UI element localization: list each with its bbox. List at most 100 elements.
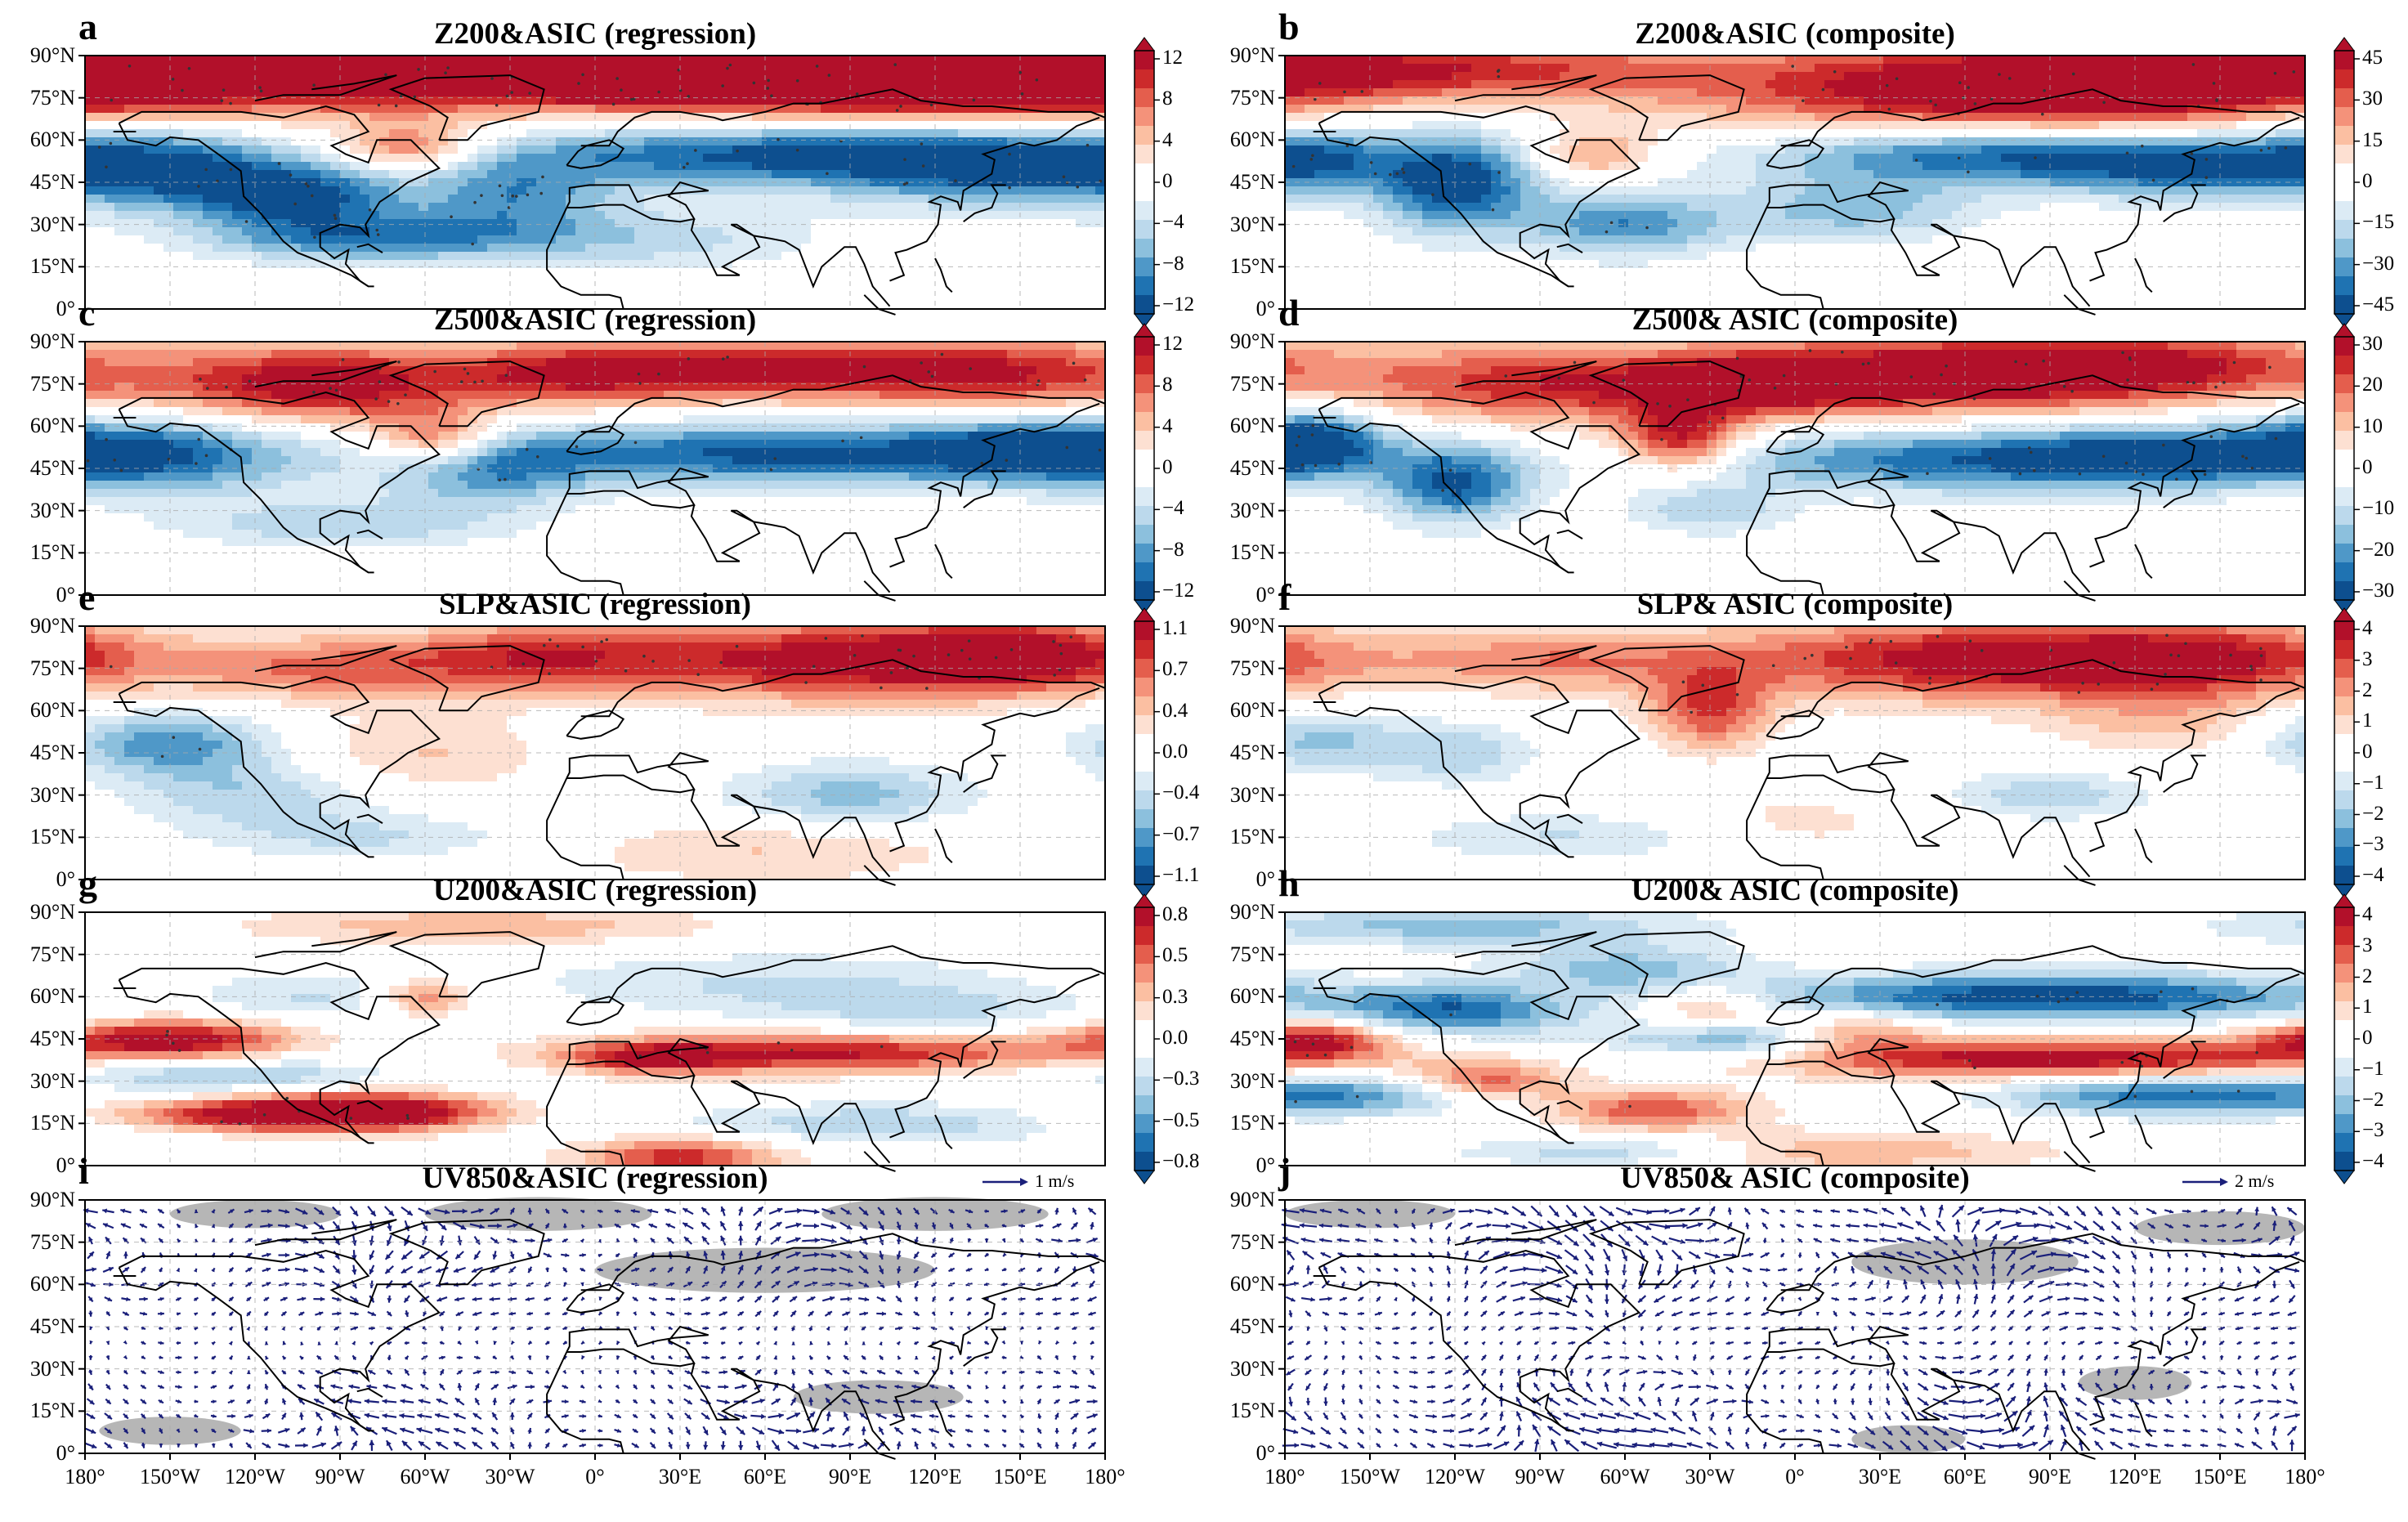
lon-label: 60°E (744, 1465, 786, 1489)
colorbar-tick-g: −0.3 (1162, 1068, 1199, 1090)
panel-title-g: U200&ASIC (regression) (85, 873, 1105, 908)
colorbar-tick-b: 30 (2362, 87, 2383, 110)
lat-label-i: 75°N (0, 1230, 75, 1255)
lon-label: 60°E (1944, 1465, 1986, 1489)
lat-label-f: 90°N (1197, 614, 1275, 638)
colorbar-tick-g: 0.0 (1162, 1027, 1188, 1050)
lat-label-g: 15°N (0, 1111, 75, 1135)
lat-label-h: 90°N (1197, 900, 1275, 924)
lat-label-i: 60°N (0, 1272, 75, 1296)
lat-label-d: 75°N (1197, 372, 1275, 396)
lon-label: 150°W (1340, 1465, 1400, 1489)
colorbar-tick-d: −20 (2362, 539, 2394, 562)
lon-label: 180° (1264, 1465, 1305, 1489)
panel-letter-a: a (78, 5, 97, 48)
panel-title-b: Z200&ASIC (composite) (1285, 16, 2305, 51)
lat-label-b: 90°N (1197, 43, 1275, 68)
panel-title-h: U200& ASIC (composite) (1285, 873, 2305, 908)
lon-label: 0° (585, 1465, 604, 1489)
colorbar-tick-f: 3 (2362, 648, 2373, 671)
lon-label: 30°E (1859, 1465, 1901, 1489)
colorbar-tick-a: 12 (1162, 47, 1183, 69)
lat-label-c: 60°N (0, 414, 75, 438)
lon-label: 150°E (993, 1465, 1046, 1489)
colorbar-tick-a: −4 (1162, 211, 1184, 234)
colorbar-tick-f: −3 (2362, 833, 2384, 856)
ref-vector-label-i: 1 m/s (1035, 1171, 1074, 1192)
colorbar-tick-g: 0.3 (1162, 986, 1188, 1009)
colorbar-tick-d: 30 (2362, 333, 2383, 356)
colorbar-tick-e: −0.7 (1162, 823, 1199, 846)
lat-label-c: 0° (0, 583, 75, 607)
colorbar-tick-h: 4 (2362, 903, 2373, 926)
lon-label: 60°W (401, 1465, 450, 1489)
colorbar-tick-b: −45 (2362, 293, 2394, 316)
panel-title-a: Z200&ASIC (regression) (85, 16, 1105, 51)
lat-label-g: 90°N (0, 900, 75, 924)
colorbar-tick-d: −10 (2362, 497, 2394, 520)
lat-label-h: 0° (1197, 1153, 1275, 1178)
lat-label-j: 45°N (1197, 1314, 1275, 1339)
lat-label-c: 75°N (0, 372, 75, 396)
lat-label-a: 30°N (0, 213, 75, 237)
lat-label-b: 60°N (1197, 128, 1275, 152)
lat-label-g: 0° (0, 1153, 75, 1178)
map-panel-g (78, 911, 1106, 1172)
colorbar-tick-e: −1.1 (1162, 864, 1199, 887)
colorbar-tick-c: −8 (1162, 539, 1184, 562)
lon-label: 90°E (829, 1465, 871, 1489)
lat-label-f: 45°N (1197, 741, 1275, 765)
colorbar-tick-h: 2 (2362, 965, 2373, 988)
lat-label-b: 15°N (1197, 254, 1275, 279)
panel-title-i: UV850&ASIC (regression) (85, 1161, 1105, 1196)
colorbar-tick-b: −15 (2362, 211, 2394, 234)
colorbar-tick-d: 10 (2362, 415, 2383, 438)
lon-label: 150°W (140, 1465, 200, 1489)
lat-label-d: 0° (1197, 583, 1275, 607)
lat-label-e: 0° (0, 867, 75, 892)
colorbar-b (2334, 37, 2360, 328)
lat-label-h: 45°N (1197, 1027, 1275, 1051)
colorbar-tick-f: 2 (2362, 679, 2373, 702)
colorbar-tick-a: 8 (1162, 87, 1173, 110)
lat-label-e: 45°N (0, 741, 75, 765)
colorbar-tick-f: −2 (2362, 803, 2384, 826)
colorbar-tick-h: −3 (2362, 1119, 2384, 1142)
colorbar-tick-g: 0.5 (1162, 944, 1188, 967)
colorbar-a (1134, 37, 1160, 328)
lat-label-g: 75°N (0, 942, 75, 967)
colorbar-tick-g: −0.5 (1162, 1109, 1199, 1132)
lat-label-a: 75°N (0, 86, 75, 110)
colorbar-tick-f: 4 (2362, 617, 2373, 640)
colorbar-tick-d: −30 (2362, 580, 2394, 602)
lat-label-j: 75°N (1197, 1230, 1275, 1255)
map-panel-f (1278, 625, 2306, 886)
colorbar-tick-e: 1.1 (1162, 617, 1188, 640)
colorbar-tick-h: −2 (2362, 1089, 2384, 1112)
lat-label-f: 15°N (1197, 825, 1275, 849)
lat-label-j: 15°N (1197, 1399, 1275, 1423)
colorbar-f (2334, 607, 2360, 898)
lat-label-c: 30°N (0, 499, 75, 523)
panel-letter-i: i (78, 1149, 89, 1193)
lat-label-j: 60°N (1197, 1272, 1275, 1296)
colorbar-tick-d: 0 (2362, 456, 2373, 479)
map-panel-e (78, 625, 1106, 886)
lat-label-b: 0° (1197, 297, 1275, 321)
colorbar-tick-e: 0.0 (1162, 741, 1188, 763)
lat-label-b: 75°N (1197, 86, 1275, 110)
lat-label-f: 30°N (1197, 783, 1275, 808)
colorbar-tick-f: 0 (2362, 741, 2373, 763)
colorbar-d (2334, 323, 2360, 614)
lon-label: 90°E (2029, 1465, 2071, 1489)
panel-letter-f: f (1278, 575, 1291, 619)
colorbar-tick-h: −1 (2362, 1058, 2384, 1081)
colorbar-tick-h: 0 (2362, 1027, 2373, 1050)
lat-label-d: 90°N (1197, 329, 1275, 354)
colorbar-tick-a: −8 (1162, 253, 1184, 275)
lat-label-f: 60°N (1197, 698, 1275, 723)
colorbar-tick-b: 0 (2362, 170, 2373, 193)
colorbar-tick-c: 12 (1162, 333, 1183, 356)
lat-label-i: 15°N (0, 1399, 75, 1423)
